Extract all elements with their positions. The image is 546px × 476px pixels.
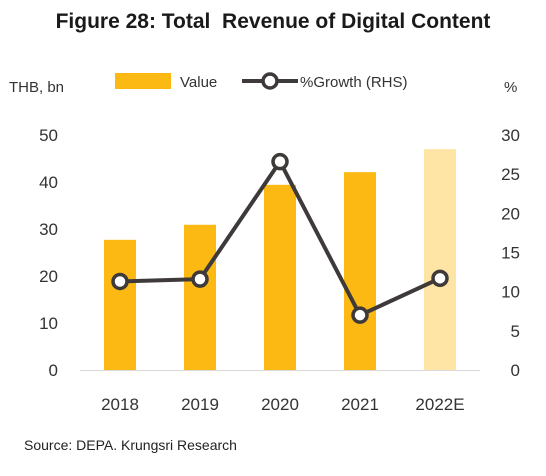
left-tick-label: 20 (39, 267, 58, 286)
growth-point (351, 306, 369, 324)
x-axis-ticks: 2018 2019 2020 2021 2022E (101, 395, 465, 414)
x-tick-label: 2022E (415, 395, 464, 414)
growth-line-series (111, 152, 449, 324)
right-tick-label: 15 (501, 244, 520, 263)
left-tick-label: 0 (49, 361, 58, 380)
growth-point (111, 272, 129, 291)
value-bar (344, 172, 376, 370)
chart-title: Figure 28: Total Revenue of Digital Cont… (55, 10, 491, 33)
right-tick-label: 10 (501, 283, 520, 302)
value-bar (264, 184, 296, 370)
x-tick-label: 2020 (261, 395, 299, 414)
right-axis-title: % (504, 79, 517, 96)
x-tick-label: 2018 (101, 395, 139, 414)
value-bar (104, 239, 136, 370)
left-axis-ticks: 0 10 20 30 40 50 (39, 126, 58, 380)
legend-value-swatch (115, 73, 171, 89)
right-tick-label: 25 (501, 165, 520, 184)
source-note: Source: DEPA. Krungsri Research (24, 437, 237, 453)
left-axis-title: THB, bn (9, 79, 64, 96)
right-tick-label: 5 (511, 322, 520, 341)
left-tick-label: 50 (39, 126, 58, 145)
legend-growth-marker (261, 72, 279, 90)
right-axis-ticks: 0 5 10 15 20 25 30 (501, 126, 520, 380)
right-tick-label: 0 (511, 361, 520, 380)
x-tick-label: 2019 (181, 395, 219, 414)
left-tick-label: 30 (39, 220, 58, 239)
left-tick-label: 40 (39, 173, 58, 192)
right-tick-label: 30 (501, 126, 520, 145)
growth-point (191, 270, 209, 288)
value-bar (424, 149, 456, 370)
right-tick-label: 20 (501, 204, 520, 223)
growth-point (431, 269, 449, 288)
x-tick-label: 2021 (341, 395, 379, 414)
legend-growth-label: %Growth (RHS) (300, 74, 408, 91)
growth-point (271, 152, 289, 171)
bar-series (104, 149, 456, 370)
value-bar (184, 224, 216, 370)
legend: Value %Growth (RHS) (115, 72, 408, 91)
legend-value-label: Value (180, 74, 217, 91)
left-tick-label: 10 (39, 314, 58, 333)
